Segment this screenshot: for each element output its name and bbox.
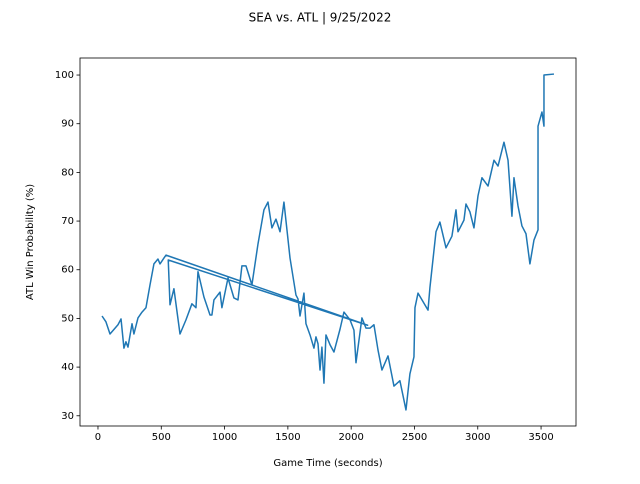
y-tick-label: 40 [61,362,74,373]
x-tick-label: 1500 [275,432,300,443]
y-tick-label: 70 [61,216,74,227]
y-tick-label: 60 [61,265,74,276]
chart-title: SEA vs. ATL | 9/25/2022 [249,11,392,25]
y-tick-label: 30 [61,411,74,422]
y-axis-label: ATL Win Probability (%) [25,184,36,300]
y-tick-label: 90 [61,119,74,130]
x-tick-label: 0 [95,432,101,443]
x-tick-label: 2000 [338,432,363,443]
y-tick-label: 50 [61,313,74,324]
x-tick-label: 2500 [402,432,427,443]
x-axis-label: Game Time (seconds) [273,458,382,469]
x-tick-label: 500 [152,432,171,443]
x-tick-label: 1000 [212,432,237,443]
y-tick-label: 100 [55,70,74,81]
x-tick-label: 3500 [528,432,553,443]
data-line [101,73,555,411]
x-tick-label: 3000 [465,432,490,443]
axes-frame [79,57,577,427]
y-tick-label: 80 [61,167,74,178]
